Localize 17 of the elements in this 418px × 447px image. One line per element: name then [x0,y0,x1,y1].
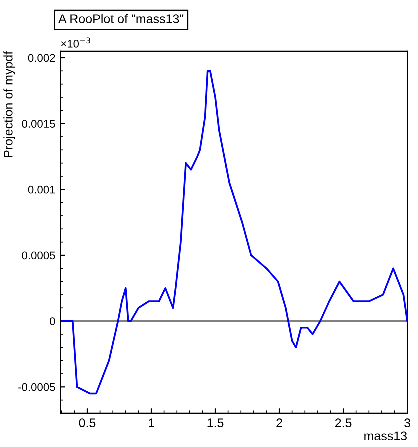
y-tick-label: 0.002 [28,54,56,62]
y-tick-label: 0.0005 [22,252,56,260]
x-tick-label: 0.5 [79,418,96,428]
y-axis-title: Projection of mypdf [4,51,16,158]
y-tick-label: 0.0015 [22,120,56,128]
x-tick-label: 1.5 [208,418,224,428]
y-tick-label: -0.0005 [18,383,56,392]
x-tick-label: 2.5 [335,418,352,428]
x-tick-label: 2 [276,418,282,428]
x-tick-label: 1 [148,418,154,428]
y-tick-label: 0.001 [28,186,56,194]
text: ×10$^{−3}$ [61,38,90,48]
x-tick-label: 3 [404,418,410,428]
x-axis-title: mass13 [364,432,408,441]
y-tick-label: 0 [50,318,56,326]
chart-title: A RooPlot of "mass13" [58,14,184,24]
line-series [60,70,408,395]
